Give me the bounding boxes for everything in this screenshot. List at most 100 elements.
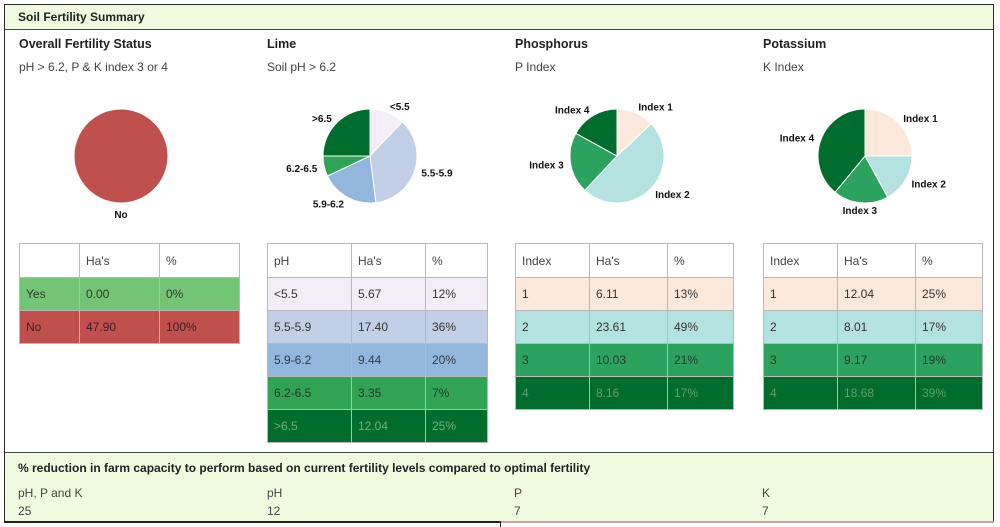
table-cell: No: [19, 310, 80, 344]
table-cell: 1: [763, 277, 838, 311]
panel-subtitle: Soil pH > 6.2: [267, 60, 337, 74]
bottom-divider: [500, 521, 501, 527]
table-header-row: Index Ha's%: [763, 243, 983, 278]
footer-title: % reduction in farm capacity to perform …: [18, 461, 591, 475]
table-cell: 19%: [915, 343, 983, 377]
table-cell: 9.17: [837, 343, 916, 377]
pie-label-index-3: Index 3: [843, 206, 878, 217]
pie-label-5-5-5-9: 5.5-5.9: [421, 169, 453, 180]
table-cell: 8.16: [589, 376, 668, 410]
table-cell: 12%: [425, 277, 488, 311]
table-cell: 5.5-5.9: [267, 310, 352, 344]
bottom-border-left: [4, 521, 500, 523]
panel-subtitle: P Index: [515, 60, 556, 74]
table-cell: 5.67: [351, 277, 426, 311]
pie-slice-5-9-6-2: [326, 155, 377, 204]
column-header: Index: [515, 243, 590, 278]
table-cell: 100%: [159, 310, 240, 344]
table-row: 1 12.04 25%: [763, 277, 983, 311]
capacity-reduction-footer: % reduction in farm capacity to perform …: [5, 452, 993, 521]
table-cell: 49%: [667, 310, 734, 344]
footer-value-ph-p-k: 25: [18, 504, 32, 518]
bottom-border-right: [500, 521, 994, 523]
pie-label-index-2: Index 2: [655, 190, 690, 201]
pie-label-index-2: Index 2: [912, 180, 947, 191]
panel-subtitle: pH > 6.2, P & K index 3 or 4: [19, 60, 168, 74]
table-row: 2 23.61 49%: [515, 310, 734, 344]
table-cell: 36%: [425, 310, 488, 344]
footer-label-ph-p-k: pH, P and K: [18, 486, 83, 500]
table-cell: 39%: [915, 376, 983, 410]
data-table-phosphorus: Index Ha's% 1 6.11 13% 2 23.61 49% 3 10.03 21% 4 8.1…: [515, 243, 734, 410]
panel-title: Lime: [267, 37, 297, 51]
column-header: %: [667, 243, 734, 278]
table-row: 6.2-6.5 3.35 7%: [267, 376, 488, 410]
pie-slice-index-1: [864, 108, 913, 157]
pie-slice-index-3: [834, 155, 889, 204]
table-row: 3 10.03 21%: [515, 343, 734, 377]
panel-title: Potassium: [763, 37, 827, 51]
table-cell: 0%: [159, 277, 240, 311]
column-header: %: [159, 243, 240, 278]
table-row: <5.5 5.67 12%: [267, 277, 488, 311]
table-cell: 4: [515, 376, 590, 410]
column-header: Ha's: [837, 243, 916, 278]
footer-label-k: K: [762, 486, 771, 500]
panel-lime: Lime Soil pH > 6.2 <5.5 5.5-5.9 5.9-6.2 6.2…: [267, 30, 507, 450]
table-row: 4 18.68 39%: [763, 376, 983, 410]
column-header: [19, 243, 80, 278]
summary-header: Soil Fertility Summary: [5, 5, 993, 30]
column-header: %: [425, 243, 488, 278]
table-cell: 12.04: [351, 409, 426, 443]
table-cell: 47.90: [79, 310, 160, 344]
panel-title: Overall Fertility Status: [19, 37, 152, 51]
pie-label-index-3: Index 3: [529, 160, 564, 171]
table-row: >6.5 12.04 25%: [267, 409, 488, 443]
panel-title: Phosphorus: [515, 37, 588, 51]
panel-subtitle: K Index: [763, 60, 804, 74]
footer-value-k: 7: [762, 504, 769, 518]
column-header: pH: [267, 243, 352, 278]
summary-frame: [4, 4, 994, 521]
pie-slice-5-5-5-9: [369, 121, 418, 204]
table-cell: 12.04: [837, 277, 916, 311]
panel-phosphorus: Phosphorus P Index Index 1 Index 2 Index 3…: [515, 30, 755, 450]
pie-label-5-5: <5.5: [390, 102, 410, 113]
table-row: 4 8.16 17%: [515, 376, 734, 410]
table-row: 5.5-5.9 17.40 36%: [267, 310, 488, 344]
table-cell: 17%: [915, 310, 983, 344]
table-header-row: pH Ha's%: [267, 243, 488, 278]
table-row: 3 9.17 19%: [763, 343, 983, 377]
table-cell: 8.01: [837, 310, 916, 344]
table-row: Yes 0.00 0%: [19, 277, 240, 311]
pie-label-index-4: Index 4: [780, 134, 815, 145]
table-cell: 4: [763, 376, 838, 410]
pie-slice-no: [73, 108, 169, 204]
summary-title: Soil Fertility Summary: [18, 10, 145, 24]
pie-slice-index-4: [575, 108, 618, 157]
table-cell: 3: [515, 343, 590, 377]
pie-chart-lime: <5.5 5.5-5.9 5.9-6.2 6.2-6.5 >6.5: [286, 102, 453, 211]
table-cell: 18.68: [837, 376, 916, 410]
table-cell: >6.5: [267, 409, 352, 443]
data-table-potassium: Index Ha's% 1 12.04 25% 2 8.01 17% 3 9.17 19% 4 18.6…: [763, 243, 983, 410]
column-header: Index: [763, 243, 838, 278]
table-cell: 10.03: [589, 343, 668, 377]
pie-label-index-1: Index 1: [903, 114, 938, 125]
table-cell: 6.11: [589, 277, 668, 311]
table-cell: 17.40: [351, 310, 426, 344]
column-header: Ha's: [79, 243, 160, 278]
pie-label-6-2-6-5: 6.2-6.5: [286, 164, 318, 175]
pie-chart-overall: No: [73, 108, 169, 221]
pie-slice-index-4: [817, 108, 866, 193]
footer-label-p: P: [514, 486, 523, 500]
pie-chart-potassium: Index 1 Index 2 Index 3 Index 4: [780, 108, 947, 217]
table-cell: Yes: [19, 277, 80, 311]
data-table-lime: pH Ha's% <5.5 5.67 12% 5.5-5.9 17.40 36% 5.9-6.2…: [267, 243, 488, 443]
table-row: 5.9-6.2 9.44 20%: [267, 343, 488, 377]
table-cell: 13%: [667, 277, 734, 311]
column-header: Ha's: [351, 243, 426, 278]
table-cell: 3: [763, 343, 838, 377]
table-cell: 25%: [915, 277, 983, 311]
